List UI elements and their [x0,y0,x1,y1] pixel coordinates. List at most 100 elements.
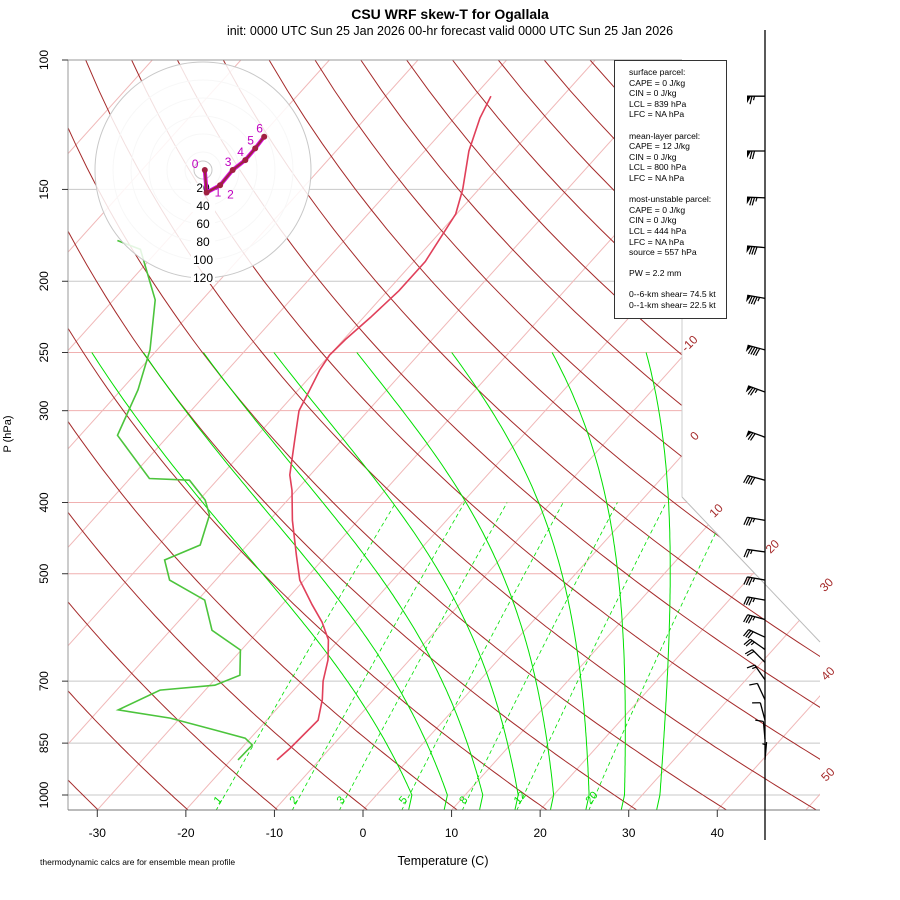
wind-barb-shaft [748,629,766,638]
info-surface-1: CAPE = 0 J/kg [629,77,686,88]
wind-barb-full [745,597,751,606]
wind-barb-half [750,549,753,555]
wind-barb-shaft [762,721,766,740]
wind-barb-half [752,577,756,583]
ring-label-bg [191,273,215,284]
info-mu-4: LFC = NA hPa [629,236,685,247]
isotherm-line [539,60,820,810]
wind-barb-shaft [754,664,766,681]
hodograph-km-label: 0 [192,157,199,171]
wind-barb-flag [746,197,752,205]
info-ml-4: LFC = NA hPa [629,172,685,183]
wind-barb-full [743,475,749,484]
wind-barb [745,344,766,356]
info-mu-1: CAPE = 0 J/kg [629,204,686,215]
x-tick-label: 40 [711,826,725,840]
wind-barb [744,649,766,663]
chart-title: CSU WRF skew-T for Ogallala [351,6,549,22]
isotherm-line [273,60,820,810]
wind-barb-shaft [747,614,766,621]
info-surface-3: LCL = 839 hPa [629,98,687,109]
hodograph-km-label: 5 [247,133,254,147]
dry-adiabat-line [68,60,728,810]
wind-barb-shaft [747,576,766,581]
wind-barb-half [752,96,756,101]
wind-barb-shaft [756,683,766,701]
info-mu-2: CIN = 0 J/kg [629,215,677,226]
info-surface-0: surface parcel: [629,67,686,77]
hodograph-km-label: 1 [215,186,222,200]
wind-barb-full [749,96,753,105]
y-tick-label: 300 [37,400,51,420]
dry-adiabat-line [68,60,189,810]
ring-label-bg [191,255,215,266]
wind-barb-shaft [747,516,766,522]
wind-barb-half [755,197,758,202]
wind-barb [743,548,766,558]
ring-label-bg [191,183,215,194]
dry-adiabat-line [773,60,820,810]
wind-barb-full [748,597,753,606]
y-tick-label: 200 [37,271,51,291]
ring-label-bg [191,237,215,248]
wind-barb-flag [745,385,752,393]
wind-barb-shaft [747,548,766,553]
y-tick-label: 150 [37,179,51,199]
wind-barb-full [750,296,756,305]
x-tick-label: -20 [177,826,195,840]
wind-barb-full [743,516,748,526]
wind-barb-half [757,297,761,302]
y-axis-label: P (hPa) [2,415,14,453]
dry-adiabat-line [314,60,820,810]
wind-barb-shaft [747,596,766,601]
mixing-ratio-label: 5 [397,794,410,806]
info-shear-06: 0--6-km shear= 74.5 kt [629,289,716,300]
wind-barb-full [743,576,748,585]
wind-barb-full [745,475,751,484]
x-tick-label: 30 [622,826,636,840]
mixing-ratio-line [215,502,397,810]
x-tick-label: -10 [266,826,284,840]
y-tick-label: 700 [37,671,51,691]
x-tick-label: -30 [89,826,107,840]
isotherm-label: 40 [818,664,838,684]
dry-adiabat-line [360,60,820,810]
wind-barb [752,702,766,721]
isotherm-line [68,60,596,810]
wind-barb [746,664,766,681]
wind-barb [743,576,766,586]
wind-barb-half [762,743,767,746]
hodograph-ring-label: 80 [196,235,210,249]
wind-barb-full [745,577,751,586]
wind-barb-full [755,719,764,723]
wind-barb-full [746,650,755,657]
wind-barb-full [749,197,753,206]
y-tick-label: 850 [37,733,51,753]
info-mu-3: LCL = 444 hPa [629,225,687,236]
hodograph-ring-label: 40 [196,199,210,213]
dry-adiabat-line [68,60,549,810]
hodograph-km-label: 4 [237,145,244,159]
wind-barb-full [751,197,756,206]
hodograph-ring-label: 60 [196,217,210,231]
wind-barb-full [743,549,748,558]
wind-barb-half [752,666,757,670]
wind-barb [743,596,766,606]
isotherm-label: 30 [817,575,837,595]
wind-barb-full [750,346,756,355]
wind-barb-full [747,615,753,624]
x-axis-label: Temperature (C) [397,854,489,868]
slant-frame-line [681,496,821,643]
wind-barb-shaft [759,702,766,721]
wind-barb [762,741,768,761]
moist-adiabat-line [202,352,484,810]
hodograph-point [203,189,210,196]
hodograph-ring [193,160,213,180]
wind-barb-shaft [747,474,766,481]
dry-adiabat-line [818,60,820,810]
wind-barb-full [747,387,754,395]
wind-barb-full [751,150,756,160]
wind-barb-full [747,432,754,440]
